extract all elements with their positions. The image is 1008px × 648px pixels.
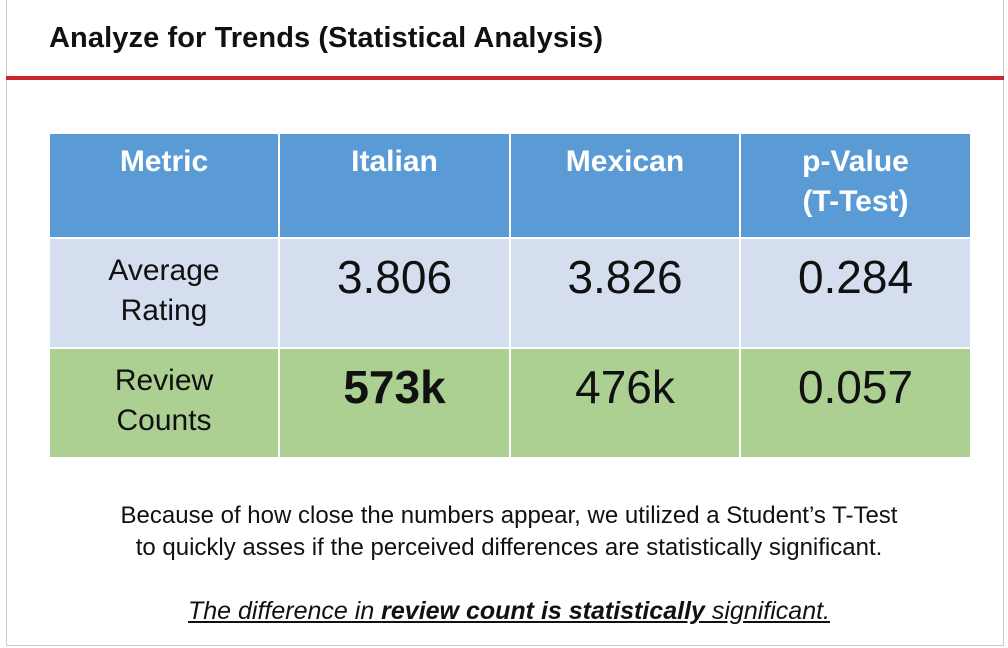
cell-italian: 3.806 [278,237,511,349]
table-row: Review Counts 573k 476k 0.057 [48,347,972,459]
explanation-line2: to quickly asses if the perceived differ… [135,534,883,561]
row-label-cell: Review Counts [48,347,280,459]
table-row: Average Rating 3.806 3.826 0.284 [48,237,972,349]
value-italian-reviews: 573k [343,361,446,413]
statistics-table: Metric Italian Mexican p-Value (T-Test) … [48,132,972,459]
slide-title: Analyze for Trends (Statistical Analysis… [49,22,604,54]
row-label-line2: Counts [116,404,212,437]
row-label-line1: Review [114,364,214,397]
header-p-value-line1: p-Value [802,145,909,178]
row-label-line2: Rating [120,294,208,327]
cell-p-value: 0.284 [739,237,972,349]
cell-p-value: 0.057 [739,347,972,459]
conclusion-statement: The difference in review count is statis… [30,597,988,626]
header-italian: Italian [278,132,511,239]
conclusion-emphasis: review count is statistically [381,597,705,625]
slide-frame [6,0,1004,646]
cell-mexican: 3.826 [509,237,741,349]
value-mexican-reviews: 476k [575,361,675,413]
cell-mexican: 476k [509,347,741,459]
value-mexican-rating: 3.826 [567,251,683,303]
conclusion-part1: The difference in [188,597,382,625]
title-divider [6,76,1004,80]
header-p-value: p-Value (T-Test) [739,132,972,239]
conclusion-part3: significant. [704,597,830,625]
row-label: Review Counts [50,349,278,441]
value-p-reviews: 0.057 [797,361,914,413]
explanation-paragraph: Because of how close the numbers appear,… [30,500,988,564]
header-metric: Metric [48,132,280,239]
explanation-line1: Because of how close the numbers appear,… [120,502,898,529]
row-label-cell: Average Rating [48,237,280,349]
row-label: Average Rating [50,239,278,331]
value-italian-rating: 3.806 [336,251,453,303]
header-mexican: Mexican [509,132,741,239]
table-header-row: Metric Italian Mexican p-Value (T-Test) [48,132,972,239]
row-label-line1: Average [108,254,220,287]
header-p-value-line2: (T-Test) [802,185,909,218]
cell-italian: 573k [278,347,511,459]
value-p-rating: 0.284 [797,251,914,303]
